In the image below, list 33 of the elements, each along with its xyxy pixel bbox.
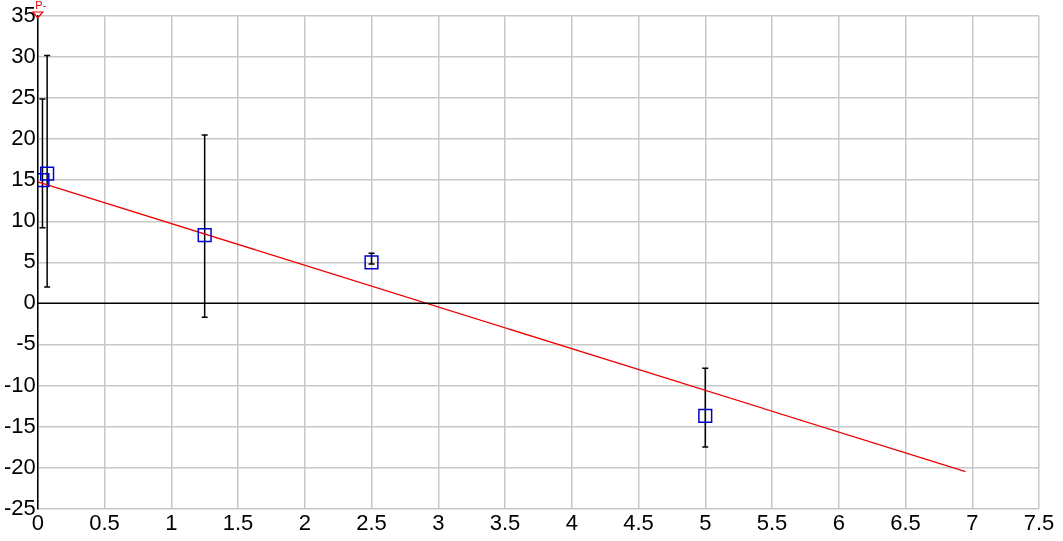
annotation: P- [35,0,47,11]
x-tick-label: 1.5 [222,509,254,535]
y-tick-label: 30 [11,43,36,69]
y-tick-label: -15 [4,412,36,438]
x-tick-label: 5 [699,509,712,535]
x-tick-label: 7.5 [1023,509,1055,535]
point [37,173,50,188]
x-tick-label: 6 [832,509,845,535]
x-tick-label: 3.5 [489,509,521,535]
y-tick-label: -5 [16,330,36,356]
point [698,408,713,423]
point [197,228,212,243]
x-tick-label: 5.5 [756,509,788,535]
y-tick-label: 5 [23,248,36,274]
x-tick-label: 0.5 [89,509,120,535]
x-tick-label: 2 [298,509,311,535]
point [364,255,379,270]
y-tick-label: 25 [11,84,36,110]
x-tick-label: 4.5 [623,509,654,535]
y-tick-label: 20 [11,125,36,151]
x-tick-label: 7 [966,509,979,535]
y-tick-label: -10 [4,371,36,397]
y-tick-label: 35 [11,2,36,28]
x-tick-label: 2.5 [356,509,387,535]
y-tick-label: 0 [23,289,36,315]
x-tick-label: 4 [565,509,578,535]
x-tick-label: 3 [432,509,445,535]
x-tick-label: 1 [165,509,178,535]
y-tick-label: 10 [11,207,36,233]
point [40,166,55,181]
y-tick-label: 15 [11,166,36,192]
y-tick-label: -20 [4,453,36,479]
x-tick-label: 6.5 [890,509,921,535]
